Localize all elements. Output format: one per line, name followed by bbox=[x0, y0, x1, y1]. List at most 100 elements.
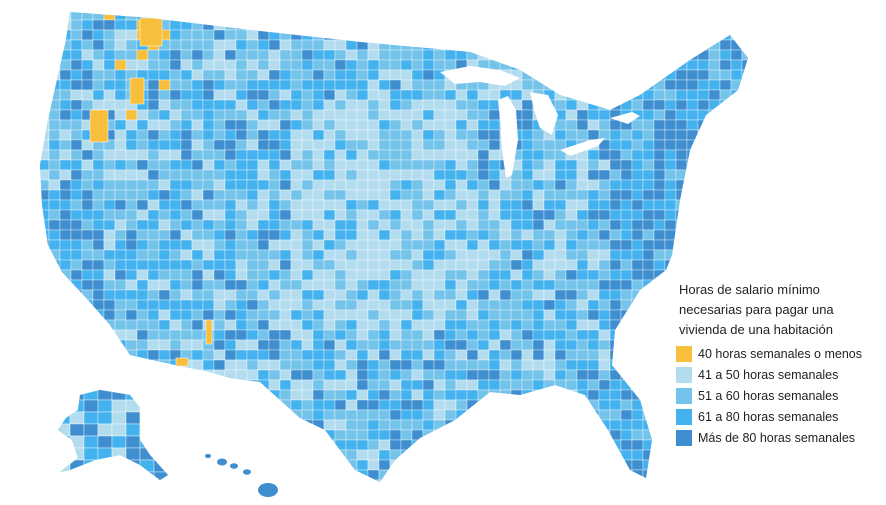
county-cell bbox=[40, 479, 50, 482]
county-cell bbox=[191, 289, 204, 301]
county-cell bbox=[301, 399, 314, 411]
county-cell bbox=[180, 129, 193, 141]
county-cell bbox=[235, 209, 248, 221]
county-cell bbox=[532, 229, 545, 241]
county-cell bbox=[730, 449, 743, 461]
county-cell bbox=[334, 439, 347, 451]
county-cell bbox=[312, 319, 325, 331]
county-cell bbox=[433, 279, 446, 291]
county-cell bbox=[455, 349, 468, 361]
county-cell bbox=[279, 169, 292, 181]
county-cell bbox=[455, 99, 468, 111]
county-cell bbox=[224, 199, 237, 211]
alaska-cell bbox=[167, 423, 168, 437]
county-cell bbox=[345, 339, 358, 351]
county-cell bbox=[620, 439, 633, 451]
county-cell bbox=[114, 69, 127, 81]
county-cell bbox=[257, 239, 270, 251]
county-cell bbox=[466, 459, 479, 471]
county-cell-yellow bbox=[89, 109, 109, 143]
county-cell bbox=[268, 429, 281, 441]
hawaii-island bbox=[205, 453, 211, 459]
county-cell bbox=[257, 399, 270, 411]
county-cell bbox=[455, 229, 468, 241]
county-cell bbox=[422, 209, 435, 221]
county-cell bbox=[532, 149, 545, 161]
alaska-cell bbox=[58, 447, 71, 461]
county-cell bbox=[70, 229, 83, 241]
county-cell bbox=[114, 359, 127, 371]
county-cell bbox=[598, 49, 611, 61]
county-cell bbox=[543, 429, 556, 441]
county-cell bbox=[576, 239, 589, 251]
county-cell bbox=[686, 259, 699, 271]
county-cell bbox=[400, 229, 413, 241]
county-cell bbox=[708, 159, 721, 171]
county-cell bbox=[411, 349, 424, 361]
county-cell bbox=[554, 429, 567, 441]
county-cell bbox=[92, 169, 105, 181]
county-cell bbox=[587, 309, 600, 321]
county-cell bbox=[202, 149, 215, 161]
county-cell bbox=[92, 12, 105, 21]
county-cell bbox=[653, 429, 666, 441]
county-cell bbox=[213, 49, 226, 61]
county-cell bbox=[279, 419, 292, 431]
county-cell bbox=[664, 149, 677, 161]
county-cell bbox=[653, 309, 666, 321]
county-cell bbox=[334, 279, 347, 291]
county-cell bbox=[158, 269, 171, 281]
county-cell bbox=[708, 469, 721, 481]
county-cell bbox=[48, 439, 61, 451]
county-cell bbox=[488, 179, 501, 191]
county-cell bbox=[169, 59, 182, 71]
county-cell bbox=[301, 209, 314, 221]
county-cell bbox=[224, 339, 237, 351]
county-cell bbox=[686, 479, 699, 482]
county-cell bbox=[444, 119, 457, 131]
county-cell bbox=[103, 179, 116, 191]
county-cell bbox=[543, 479, 556, 482]
county-cell bbox=[642, 159, 655, 171]
county-cell bbox=[312, 12, 325, 21]
county-cell bbox=[323, 49, 336, 61]
county-cell bbox=[103, 249, 116, 261]
county-cell bbox=[257, 199, 270, 211]
county-cell bbox=[510, 429, 523, 441]
county-cell bbox=[730, 199, 743, 211]
county-cell bbox=[257, 29, 270, 41]
county-cell bbox=[411, 469, 424, 481]
county-cell bbox=[488, 369, 501, 381]
county-cell bbox=[114, 219, 127, 231]
county-cell bbox=[598, 389, 611, 401]
county-cell bbox=[389, 319, 402, 331]
county-cell bbox=[125, 199, 138, 211]
county-cell bbox=[345, 179, 358, 191]
county-cell bbox=[378, 119, 391, 131]
county-cell bbox=[290, 239, 303, 251]
county-cell bbox=[180, 389, 193, 401]
county-cell bbox=[136, 339, 149, 351]
county-cell bbox=[675, 459, 688, 471]
county-cell bbox=[422, 169, 435, 181]
county-cell bbox=[202, 199, 215, 211]
county-cell bbox=[136, 349, 149, 361]
county-cell bbox=[158, 69, 171, 81]
county-cell bbox=[334, 309, 347, 321]
county-cell bbox=[40, 429, 50, 441]
county-cell bbox=[675, 209, 688, 221]
county-cell bbox=[730, 139, 743, 151]
county-cell bbox=[609, 49, 622, 61]
county-cell bbox=[356, 379, 369, 391]
county-cell bbox=[477, 159, 490, 171]
county-cell bbox=[719, 189, 732, 201]
county-cell bbox=[202, 409, 215, 421]
county-cell bbox=[598, 319, 611, 331]
county-cell bbox=[125, 29, 138, 41]
county-cell bbox=[48, 409, 61, 421]
county-cell bbox=[587, 449, 600, 461]
county-cell bbox=[147, 379, 160, 391]
county-cell bbox=[587, 329, 600, 341]
county-cell bbox=[598, 189, 611, 201]
county-cell bbox=[323, 19, 336, 31]
